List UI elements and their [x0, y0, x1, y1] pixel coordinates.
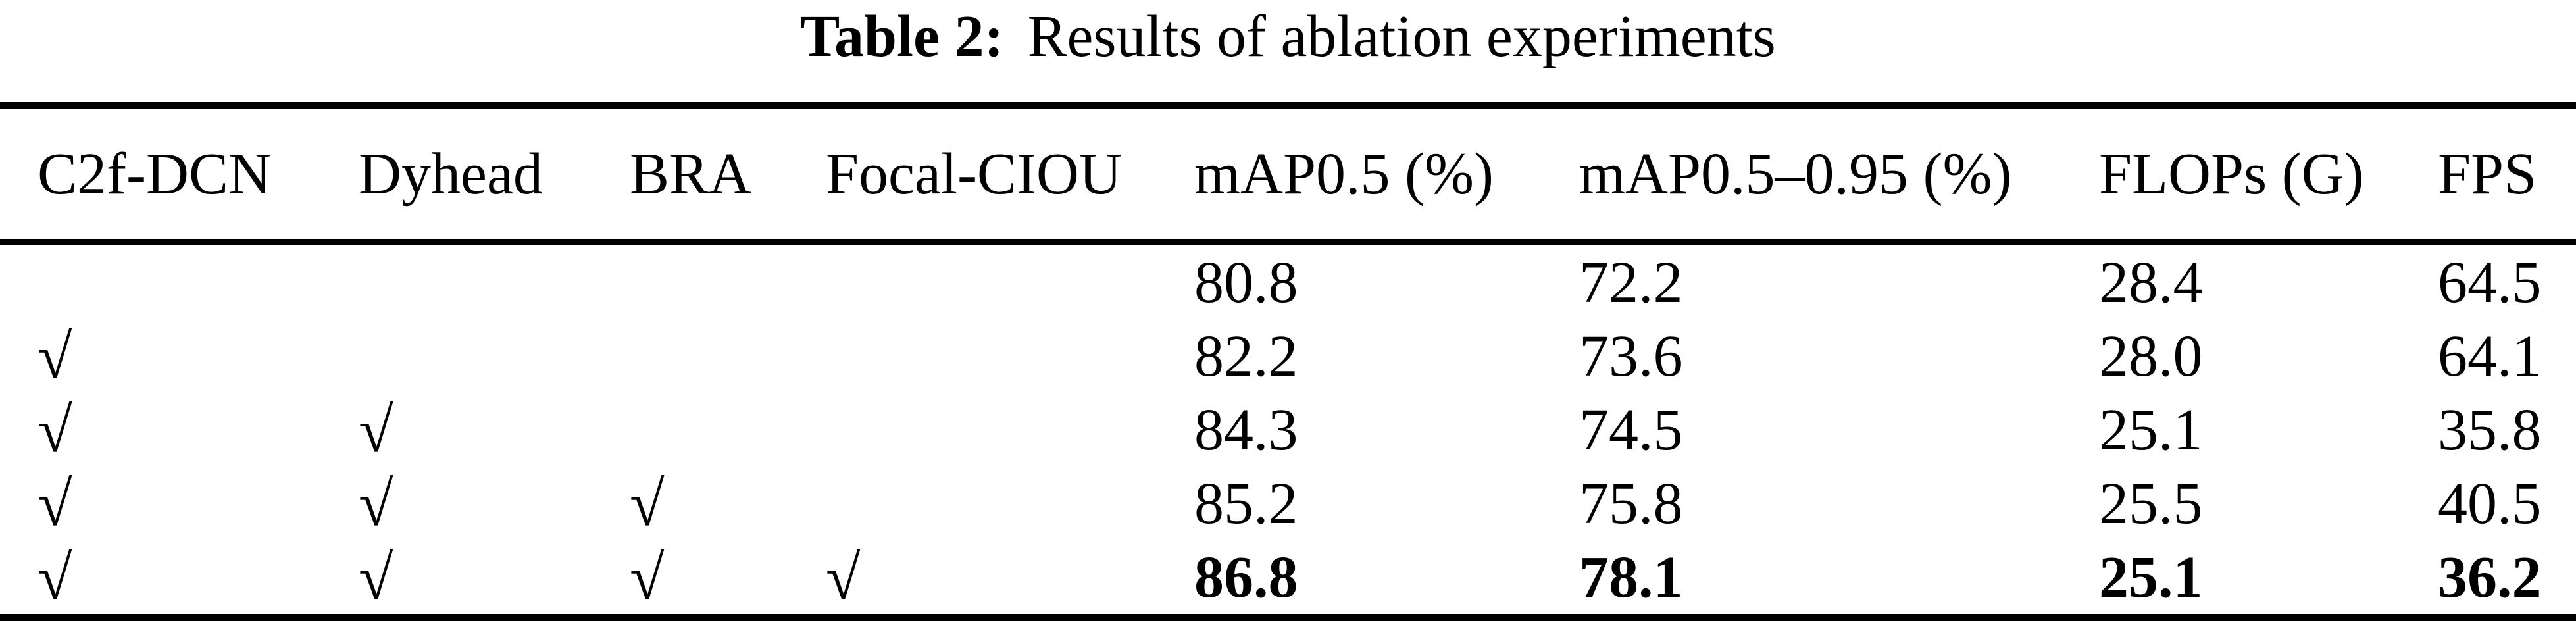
column-header-bra: BRA — [630, 105, 826, 245]
value-cell-map05: 82.2 — [1194, 323, 1298, 389]
caption-label: Table 2: — [800, 4, 1004, 69]
check-cell-focal-ciou — [826, 242, 1194, 319]
value-cell-flops: 28.4 — [2099, 249, 2203, 315]
check-cell-bra: √ — [630, 468, 665, 539]
check-cell-focal-ciou — [826, 319, 1194, 393]
value-cell-map05-095: 75.8 — [1579, 470, 1683, 536]
check-cell-focal-ciou — [826, 467, 1194, 540]
value-cell-fps: 36.2 — [2438, 544, 2542, 610]
check-cell-dyhead: √ — [359, 394, 393, 465]
check-cell-dyhead: √ — [359, 542, 393, 613]
table-row-c2fdcn: √ 82.2 73.6 28.0 64.1 — [0, 319, 2576, 393]
value-cell-fps: 35.8 — [2438, 397, 2542, 463]
column-header-flops: FLOPs (G) — [2099, 105, 2438, 245]
value-cell-map05: 85.2 — [1194, 470, 1298, 536]
header-row: C2f-DCN Dyhead BRA Focal-CIOU mAP0.5 (%)… — [0, 105, 2576, 245]
value-cell-map05-095: 73.6 — [1579, 323, 1683, 389]
check-cell-c2f-dcn: √ — [38, 394, 72, 465]
column-header-map05: mAP0.5 (%) — [1194, 105, 1579, 245]
caption-text: Results of ablation experiments — [1027, 4, 1776, 69]
column-header-dyhead: Dyhead — [359, 105, 630, 245]
check-cell-c2f-dcn: √ — [38, 468, 72, 539]
check-cell-focal-ciou — [826, 393, 1194, 467]
ablation-results-table: C2f-DCN Dyhead BRA Focal-CIOU mAP0.5 (%)… — [0, 102, 2576, 621]
check-cell-dyhead — [359, 319, 630, 393]
check-cell-c2f-dcn — [0, 242, 359, 319]
column-header-map05-095: mAP0.5–0.95 (%) — [1579, 105, 2099, 245]
value-cell-flops: 25.1 — [2099, 544, 2203, 610]
check-cell-bra — [630, 393, 826, 467]
check-cell-bra — [630, 242, 826, 319]
check-cell-bra: √ — [630, 542, 665, 613]
value-cell-map05: 84.3 — [1194, 397, 1298, 463]
value-cell-flops: 28.0 — [2099, 323, 2203, 389]
table-row-full-model: √ √ √ √ 86.8 78.1 25.1 36.2 — [0, 540, 2576, 617]
check-cell-c2f-dcn: √ — [38, 542, 72, 613]
column-header-c2f-dcn: C2f-DCN — [0, 105, 359, 245]
check-cell-bra — [630, 319, 826, 393]
check-cell-dyhead — [359, 242, 630, 319]
check-cell-c2f-dcn: √ — [38, 320, 72, 392]
column-header-focal-ciou: Focal-CIOU — [826, 105, 1194, 245]
value-cell-fps: 64.1 — [2438, 323, 2542, 389]
value-cell-map05-095: 78.1 — [1579, 544, 1683, 610]
value-cell-map05: 86.8 — [1194, 544, 1298, 610]
check-cell-dyhead: √ — [359, 468, 393, 539]
column-header-fps: FPS — [2438, 105, 2576, 245]
table-row-c2fdcn-dyhead: √ √ 84.3 74.5 25.1 35.8 — [0, 393, 2576, 467]
table-caption: Table 2: Results of ablation experiments — [0, 0, 2576, 102]
value-cell-map05: 80.8 — [1194, 249, 1298, 315]
check-cell-focal-ciou: √ — [826, 542, 861, 613]
value-cell-fps: 40.5 — [2438, 470, 2542, 536]
value-cell-map05-095: 74.5 — [1579, 397, 1683, 463]
table-row-baseline: 80.8 72.2 28.4 64.5 — [0, 242, 2576, 319]
table-row-c2fdcn-dyhead-bra: √ √ √ 85.2 75.8 25.5 40.5 — [0, 467, 2576, 540]
value-cell-flops: 25.5 — [2099, 470, 2203, 536]
value-cell-fps: 64.5 — [2438, 249, 2542, 315]
value-cell-map05-095: 72.2 — [1579, 249, 1683, 315]
value-cell-flops: 25.1 — [2099, 397, 2203, 463]
